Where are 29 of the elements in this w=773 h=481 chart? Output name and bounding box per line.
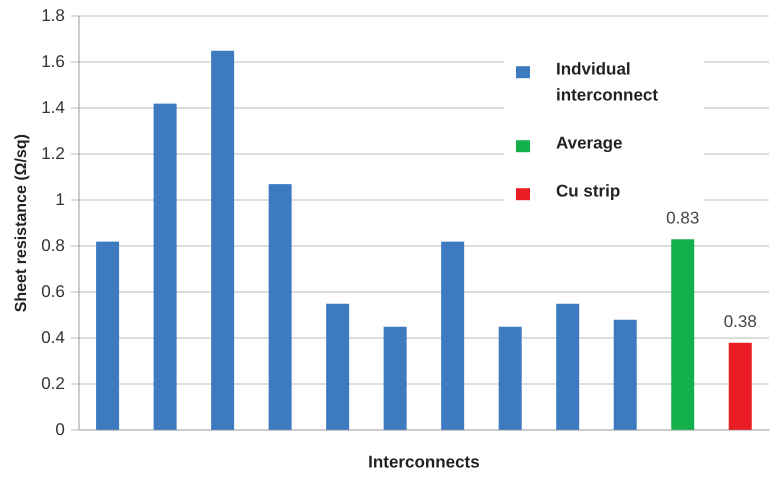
x-axis-title: Interconnects [368, 452, 480, 472]
bar [384, 326, 407, 430]
y-tick-label: 0.6 [41, 282, 65, 301]
legend-label: Cu strip [556, 181, 620, 200]
legend-label: Average [556, 133, 622, 152]
y-tick-label: 0.4 [41, 328, 65, 347]
bar [268, 184, 292, 430]
bar [326, 304, 350, 430]
y-tick-label: 0.2 [41, 374, 65, 393]
bar [671, 239, 694, 430]
bar [211, 50, 234, 430]
bar [154, 104, 177, 430]
y-tick-label: 1.2 [41, 144, 65, 163]
bar [728, 342, 752, 430]
bar [556, 304, 580, 430]
y-tick-label: 1 [55, 190, 65, 209]
y-tick-label: 1.8 [41, 6, 65, 25]
bar [441, 242, 464, 430]
y-tick-label: 1.6 [41, 52, 65, 71]
bar [498, 326, 522, 430]
legend-label: Indvidual interconnect [556, 59, 658, 104]
data-label: 0.38 [724, 312, 757, 331]
y-axis-title: Sheet resistance (Ω/sq) [13, 134, 30, 312]
y-tick-label: 1.4 [41, 98, 65, 117]
data-label: 0.83 [666, 208, 700, 228]
y-tick-label: 0 [55, 420, 65, 439]
bar [614, 320, 637, 430]
bar [96, 242, 120, 430]
y-tick-label: 0.8 [41, 236, 65, 255]
